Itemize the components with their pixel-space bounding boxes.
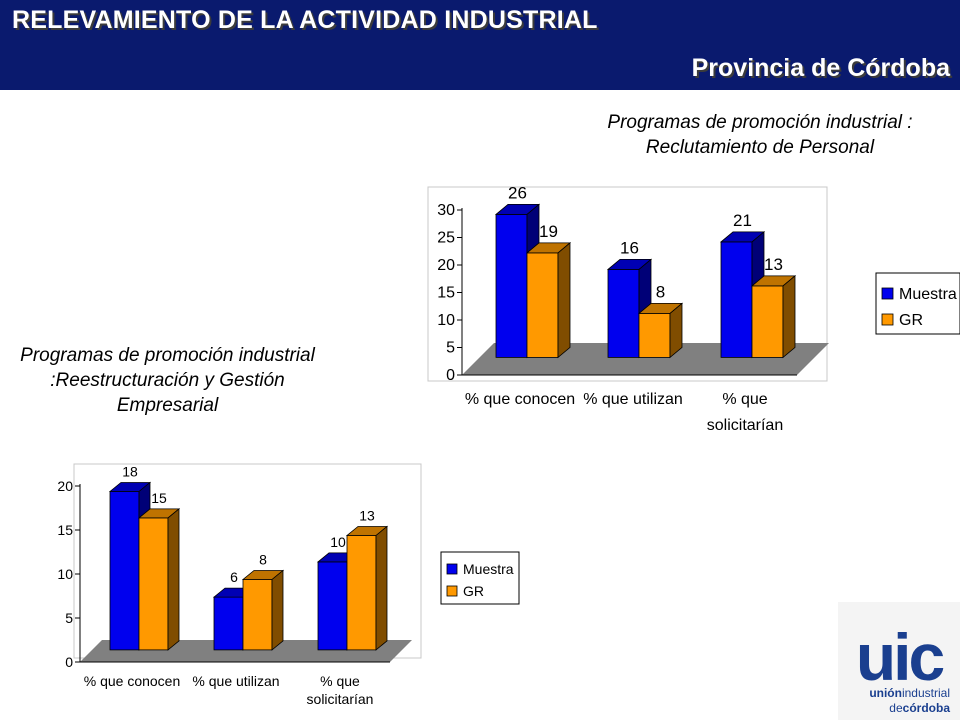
chart1-caption-line: Programas de promoción industrial : xyxy=(607,112,913,133)
bar-side xyxy=(557,242,571,359)
series-gr-bar xyxy=(750,275,797,359)
legend-swatch xyxy=(881,313,894,326)
y-tick-label: 5 xyxy=(446,340,455,357)
y-tick-label: 20 xyxy=(437,257,455,274)
bar-value-label: 10 xyxy=(330,534,346,550)
chart2-caption-line: Empresarial xyxy=(116,395,219,416)
y-tick-label: 10 xyxy=(57,566,73,582)
x-category-label: % que utilizan xyxy=(583,391,683,408)
chart1-caption-line: Reclutamiento de Personal xyxy=(645,137,875,158)
series-gr-bar xyxy=(241,569,285,651)
chart2-caption: Programas de promoción industrial :Reest… xyxy=(0,343,335,418)
series-gr-bar xyxy=(345,525,389,651)
bar-value-label: 13 xyxy=(359,508,375,524)
y-tick-label: 15 xyxy=(57,522,73,538)
uic-logo-mark: uic uniónindustrial decórdoba xyxy=(856,620,951,715)
bar-front xyxy=(638,312,671,358)
series-gr-bar xyxy=(137,508,181,651)
legend-swatch xyxy=(881,287,894,300)
bar-value-label: 15 xyxy=(151,490,167,506)
y-tick-label: 10 xyxy=(437,312,455,329)
bar-front xyxy=(720,241,753,358)
x-category-label: % que xyxy=(320,673,360,689)
bar-side xyxy=(669,302,683,359)
legend-label: GR xyxy=(899,312,923,329)
bar-side xyxy=(782,275,796,359)
bar-front xyxy=(346,535,377,651)
y-tick-label: 15 xyxy=(437,285,455,302)
x-category-label: % que utilizan xyxy=(192,673,279,689)
legend-swatch xyxy=(446,563,458,575)
y-tick-label: 0 xyxy=(65,654,73,670)
page-subtitle: Provincia de Córdoba xyxy=(691,54,950,82)
bar-front xyxy=(213,596,244,651)
y-tick-label: 5 xyxy=(65,610,73,626)
bar-value-label: 21 xyxy=(733,211,752,230)
bar-front xyxy=(317,561,348,651)
series-gr-bar xyxy=(637,302,684,359)
bar-value-label: 19 xyxy=(539,222,558,241)
bar-value-label: 13 xyxy=(764,255,783,274)
bar-value-label: 8 xyxy=(656,282,665,301)
uic-logo: uic uniónindustrial decórdoba xyxy=(838,602,960,720)
chart1-caption: Programas de promoción industrial : Recl… xyxy=(560,110,960,160)
bar-side xyxy=(271,569,284,651)
legend-label: Muestra xyxy=(463,561,514,577)
y-tick-label: 20 xyxy=(57,478,73,494)
bar-value-label: 26 xyxy=(508,183,527,202)
bar-value-label: 16 xyxy=(620,238,639,257)
logo-line2: decórdoba xyxy=(889,701,950,715)
bar-front xyxy=(751,285,784,358)
y-tick-label: 0 xyxy=(446,367,455,384)
legend-label: Muestra xyxy=(899,286,957,303)
page-title: RELEVAMIENTO DE LA ACTIVIDAD INDUSTRIAL xyxy=(12,6,598,34)
x-category-label: % que conocen xyxy=(465,391,575,408)
bar-side xyxy=(167,508,180,651)
bar-value-label: 8 xyxy=(259,552,267,568)
bar-value-label: 6 xyxy=(230,569,238,585)
x-category-label: % que xyxy=(722,391,767,408)
bar-front xyxy=(607,268,640,358)
chart2-caption-line: :Reestructuración y Gestión xyxy=(50,370,285,391)
bar-front xyxy=(138,517,169,651)
logo-mark-text: uic xyxy=(856,620,944,694)
x-category-label: % que conocen xyxy=(84,673,181,689)
legend-label: GR xyxy=(463,583,484,599)
x-category-label: solicitarían xyxy=(707,417,783,434)
x-category-label: solicitarían xyxy=(307,691,374,707)
header-banner: RELEVAMIENTO DE LA ACTIVIDAD INDUSTRIAL … xyxy=(0,0,960,90)
bar-front xyxy=(242,579,273,651)
y-tick-label: 25 xyxy=(437,230,455,247)
y-tick-label: 30 xyxy=(437,202,455,219)
series-gr-bar xyxy=(525,242,572,359)
chart2-caption-line: Programas de promoción industrial xyxy=(20,345,315,366)
legend-swatch xyxy=(446,585,458,597)
logo-line1: uniónindustrial xyxy=(869,686,950,700)
bar-value-label: 18 xyxy=(122,464,138,480)
bar-side xyxy=(375,525,388,651)
bar-front xyxy=(109,491,140,651)
